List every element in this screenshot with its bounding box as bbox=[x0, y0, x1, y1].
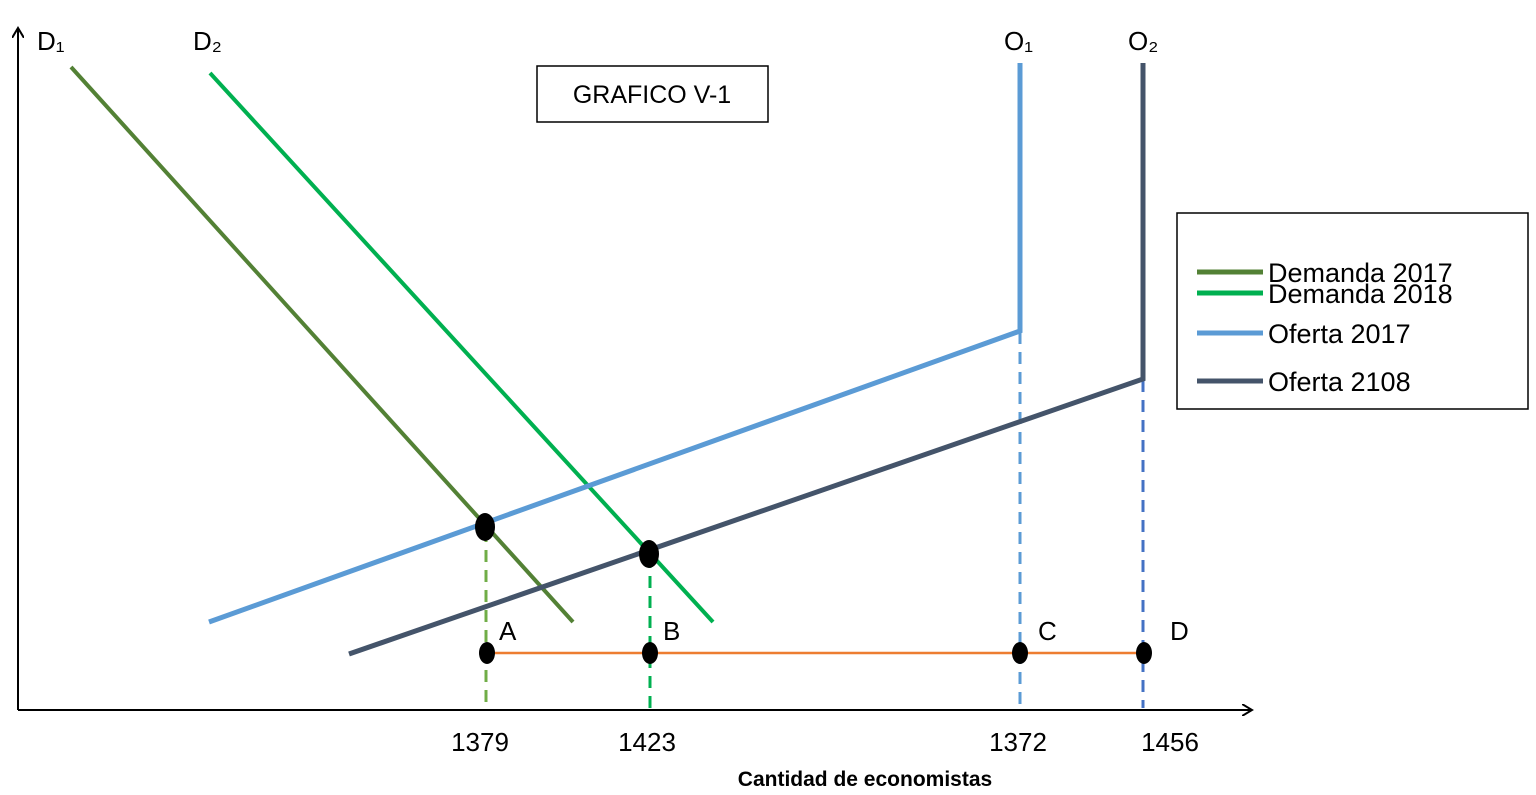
curve-label-o2: O₂ bbox=[1128, 26, 1158, 56]
demand-2017-line bbox=[69, 65, 575, 624]
x-tick-1423: 1423 bbox=[618, 727, 676, 757]
x-tick-1372: 1372 bbox=[989, 727, 1047, 757]
point-a bbox=[479, 642, 495, 664]
legend: Demanda 2017 Demanda 2018 Oferta 2017 Of… bbox=[1176, 212, 1529, 410]
supply-2018-line bbox=[348, 63, 1146, 657]
legend-label-oferta-2108: Oferta 2108 bbox=[1268, 367, 1411, 397]
curve-label-d1: D₁ bbox=[37, 26, 65, 56]
equilibrium-point-2018 bbox=[639, 540, 659, 568]
demand-2018-line bbox=[208, 71, 715, 624]
equilibrium-point-2017 bbox=[475, 513, 495, 541]
curve-label-o1: O₁ bbox=[1004, 26, 1033, 56]
x-tick-1456: 1456 bbox=[1141, 727, 1199, 757]
title-box bbox=[536, 65, 769, 123]
point-b bbox=[642, 642, 658, 664]
legend-label-demanda-2018: Demanda 2018 bbox=[1268, 279, 1453, 309]
point-d bbox=[1136, 642, 1152, 664]
point-b-label: B bbox=[663, 616, 680, 646]
point-a-label: A bbox=[499, 616, 517, 646]
point-d-label: D bbox=[1170, 616, 1189, 646]
point-c bbox=[1012, 642, 1028, 664]
supply-2017-line bbox=[208, 63, 1023, 625]
title-box-text: GRAFICO V-1 bbox=[573, 81, 731, 109]
point-c-label: C bbox=[1038, 616, 1057, 646]
legend-label-oferta-2017: Oferta 2017 bbox=[1268, 319, 1411, 349]
x-tick-1379: 1379 bbox=[451, 727, 509, 757]
curve-label-d2: D₂ bbox=[193, 26, 222, 56]
legend-box bbox=[1176, 212, 1529, 410]
x-axis-label: Cantidad de economistas bbox=[738, 768, 992, 791]
legend-label-demanda-2017: Demanda 2017 bbox=[1268, 258, 1453, 288]
